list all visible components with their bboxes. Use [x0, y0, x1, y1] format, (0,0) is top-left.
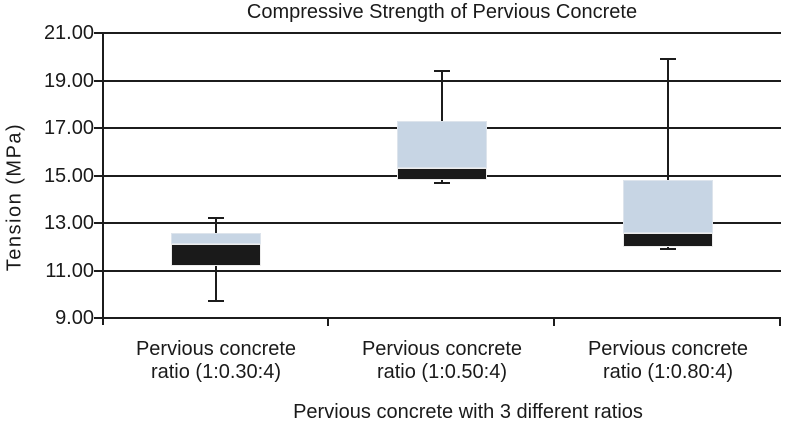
- lower-whisker-line: [441, 180, 443, 183]
- min-whisker-cap: [208, 300, 224, 303]
- x-category-label: Pervious concrete ratio (1:0.50:4): [361, 338, 523, 383]
- min-whisker-cap: [434, 181, 450, 184]
- x-axis-tick: [779, 317, 781, 326]
- y-axis-tick: [94, 174, 103, 177]
- box-lower-quartile: [623, 232, 713, 247]
- max-whisker-cap: [208, 217, 224, 220]
- y-axis-tick: [94, 127, 103, 129]
- y-axis-tick: [94, 222, 103, 224]
- y-axis-line: [102, 33, 104, 325]
- x-axis-tick: [553, 317, 555, 326]
- box-upper-quartile: [397, 120, 487, 169]
- min-whisker-cap: [660, 248, 676, 251]
- y-tick-label: 9.00: [55, 307, 94, 329]
- lower-whisker-line: [215, 265, 217, 302]
- y-tick-label: 21.00: [43, 22, 94, 44]
- x-axis-tick: [327, 317, 329, 326]
- y-axis-tick: [94, 79, 103, 82]
- x-category-label: Pervious concrete ratio (1:0.80:4): [587, 338, 749, 383]
- upper-whisker-line: [667, 59, 669, 181]
- box-upper-quartile: [623, 180, 713, 233]
- y-tick-label: 11.00: [45, 259, 94, 282]
- y-tick-label: 17.00: [43, 117, 94, 139]
- gridline: [103, 32, 781, 34]
- x-axis-title: Pervious concrete with 3 different ratio…: [293, 401, 643, 423]
- x-axis-line: [94, 317, 781, 319]
- y-tick-label: 15.00: [43, 164, 94, 187]
- gridline: [103, 222, 781, 224]
- max-whisker-cap: [434, 70, 450, 72]
- y-axis-tick: [94, 269, 103, 272]
- plot-area: [94, 32, 781, 326]
- y-tick-label: 19.00: [43, 69, 94, 92]
- lower-whisker-line: [667, 246, 669, 250]
- box-lower-quartile: [397, 168, 487, 181]
- upper-whisker-line: [441, 71, 443, 121]
- box-lower-quartile: [171, 244, 261, 266]
- box-upper-quartile: [171, 232, 261, 245]
- max-whisker-cap: [660, 58, 676, 61]
- upper-whisker-line: [215, 218, 217, 233]
- gridline: [103, 269, 781, 272]
- chart-title: Compressive Strength of Pervious Concret…: [246, 1, 638, 23]
- y-axis-tick: [94, 32, 103, 34]
- y-axis-title: Tension (MPa): [3, 122, 26, 272]
- x-category-label: Pervious concrete ratio (1:0.30:4): [135, 338, 297, 383]
- y-tick-label: 13.00: [43, 212, 94, 234]
